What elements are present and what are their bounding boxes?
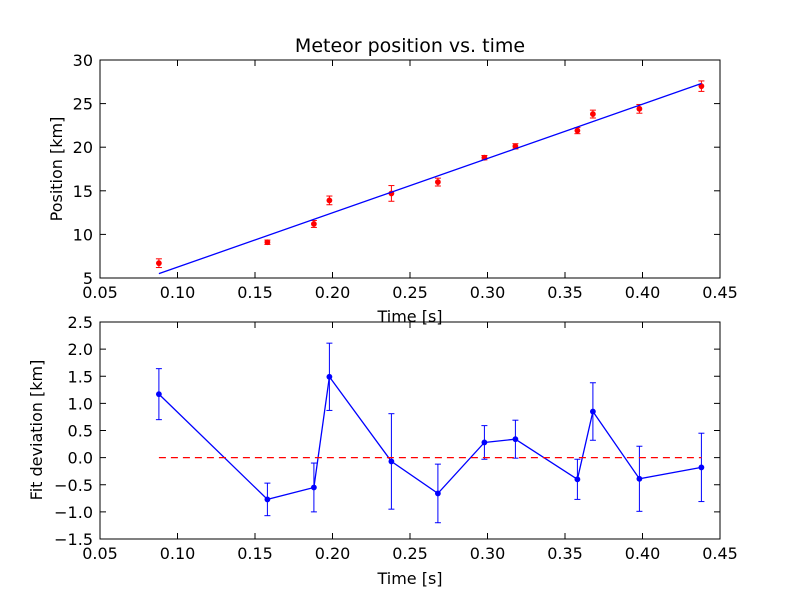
- x-tick-label: 0.40: [625, 283, 661, 302]
- x-tick-label: 0.10: [160, 283, 196, 302]
- y-tick-label: 0.0: [68, 449, 93, 468]
- data-point: [574, 127, 581, 134]
- fit-line: [158, 82, 702, 275]
- data-point: [326, 197, 333, 204]
- chart-title: Meteor position vs. time: [295, 35, 525, 57]
- x-tick-label: 0.15: [237, 283, 273, 302]
- x-tick-label: 0.20: [315, 283, 351, 302]
- x-axis-label: Time [s]: [376, 569, 442, 588]
- data-point: [512, 436, 519, 443]
- y-tick-label: 30: [73, 51, 93, 70]
- y-tick-label: 1.0: [68, 394, 93, 413]
- x-tick-label: 0.30: [470, 283, 506, 302]
- series-line: [158, 375, 702, 501]
- y-tick-label: 2.0: [68, 340, 93, 359]
- data-point: [264, 239, 271, 246]
- x-tick-label: 0.05: [82, 544, 118, 563]
- x-tick-label: 0.30: [470, 544, 506, 563]
- x-tick-label: 0.35: [547, 283, 583, 302]
- data-point: [636, 475, 643, 482]
- data-point: [264, 496, 271, 503]
- y-tick-label: 15: [73, 182, 93, 201]
- y-tick-label: 1.5: [68, 367, 93, 386]
- data-point: [481, 439, 488, 446]
- y-tick-label: 0.5: [68, 422, 93, 441]
- data-point: [590, 408, 596, 415]
- position-chart: Meteor position vs. time Position [km] T…: [47, 35, 738, 326]
- y-axis-label: Fit deviation [km]: [27, 360, 46, 501]
- y-tick-label: 20: [73, 138, 93, 157]
- data-point: [434, 490, 441, 497]
- y-tick-label: 10: [73, 225, 93, 244]
- data-point: [698, 464, 705, 471]
- data-point: [388, 458, 395, 465]
- x-tick-label: 0.15: [237, 544, 273, 563]
- x-tick-label: 0.35: [547, 544, 583, 563]
- data-point: [326, 373, 333, 380]
- data-point: [310, 484, 317, 491]
- data-point: [434, 179, 441, 185]
- x-tick-label: 0.20: [315, 544, 351, 563]
- x-tick-label: 0.25: [392, 283, 428, 302]
- x-tick-label: 0.10: [160, 544, 196, 563]
- y-tick-label: −0.5: [54, 476, 93, 495]
- y-axis-label: Position [km]: [47, 117, 66, 222]
- x-tick-label: 0.40: [625, 544, 661, 563]
- y-tick-label: 2.5: [68, 313, 93, 332]
- plot-frame: [99, 59, 721, 279]
- data-point: [590, 111, 596, 117]
- data-point: [574, 476, 581, 483]
- x-tick-label: 0.25: [392, 544, 428, 563]
- data-point: [155, 260, 162, 267]
- data-point: [636, 105, 643, 112]
- x-tick-label: 0.05: [82, 283, 118, 302]
- plot-frame: [99, 321, 721, 540]
- data-point: [310, 221, 317, 227]
- x-axis-label: Time [s]: [376, 307, 442, 326]
- x-tick-label: 0.45: [702, 283, 738, 302]
- x-tick-label: 0.45: [702, 544, 738, 563]
- deviation-chart: Fit deviation [km] Time [s] 0.05 0.10 0.15…: [27, 313, 738, 588]
- y-tick-label: 25: [73, 95, 93, 114]
- y-tick-label: −1.5: [54, 530, 93, 549]
- y-tick-label: −1.0: [54, 503, 93, 522]
- data-point: [155, 391, 162, 398]
- y-tick-label: 5: [83, 269, 93, 288]
